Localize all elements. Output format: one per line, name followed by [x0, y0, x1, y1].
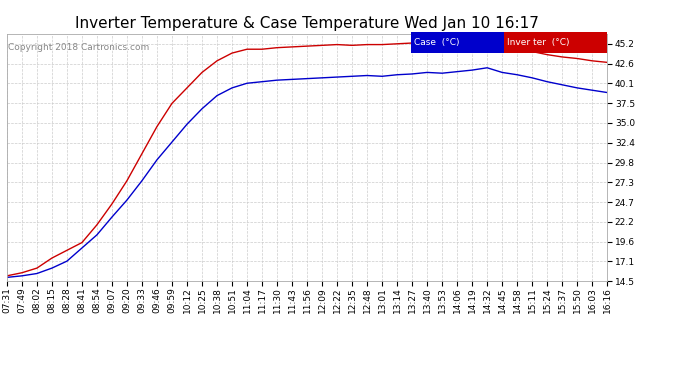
Text: Copyright 2018 Cartronics.com: Copyright 2018 Cartronics.com: [8, 43, 150, 52]
Title: Inverter Temperature & Case Temperature Wed Jan 10 16:17: Inverter Temperature & Case Temperature …: [75, 16, 539, 31]
Text: Case  (°C): Case (°C): [414, 38, 460, 47]
Text: Inver ter  (°C): Inver ter (°C): [507, 38, 570, 47]
